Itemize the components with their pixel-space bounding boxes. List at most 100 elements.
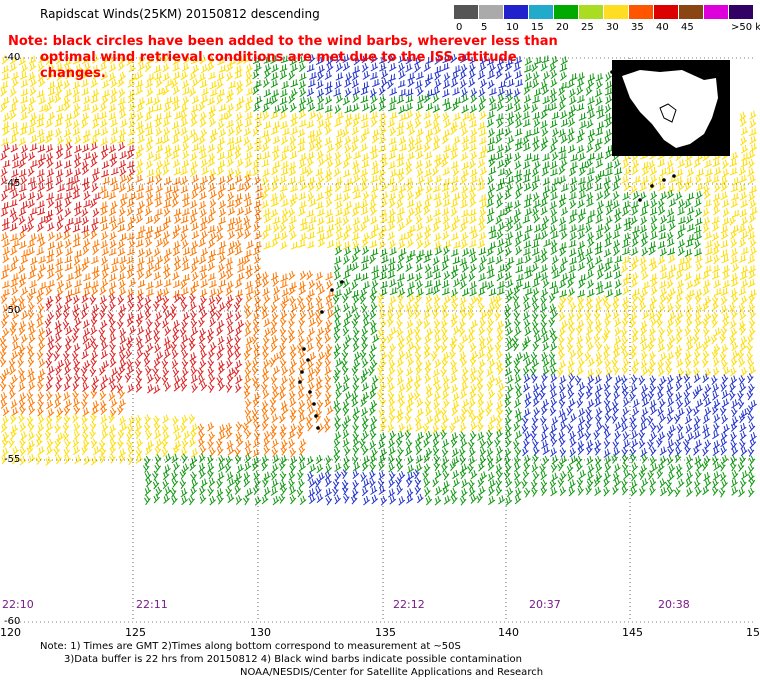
wind-barb xyxy=(532,71,540,81)
wind-barb xyxy=(551,151,559,162)
wind-barb xyxy=(569,256,578,265)
wind-barb xyxy=(236,464,244,474)
wind-barb xyxy=(281,375,288,386)
wind-barb xyxy=(505,88,513,98)
wind-barb xyxy=(128,415,136,426)
wind-barb xyxy=(209,495,216,506)
wind-barb xyxy=(351,365,359,376)
wind-barb xyxy=(362,245,370,256)
wind-barb xyxy=(422,470,429,481)
wind-barb xyxy=(152,301,160,312)
wind-barb xyxy=(369,406,376,416)
wind-barb xyxy=(461,288,470,297)
contamination-circle xyxy=(314,414,318,418)
wind-barb xyxy=(523,487,531,498)
wind-barb xyxy=(629,415,637,425)
wind-barb xyxy=(459,280,467,290)
wind-barb xyxy=(342,326,350,337)
wind-barb xyxy=(109,152,118,161)
wind-barb xyxy=(440,366,447,377)
wind-barb xyxy=(100,144,109,153)
wind-barb xyxy=(280,241,288,250)
wind-barb xyxy=(262,287,270,297)
wind-barbs-layer xyxy=(0,53,758,506)
wind-barb xyxy=(279,383,286,394)
wind-barb xyxy=(549,382,557,392)
wind-barb xyxy=(90,136,99,145)
wind-barb xyxy=(36,311,44,322)
wind-barb xyxy=(362,358,369,368)
wind-barb xyxy=(245,398,252,409)
wind-barb xyxy=(64,191,73,200)
wind-barb xyxy=(459,272,468,282)
wind-barb xyxy=(531,127,540,136)
wind-barb xyxy=(720,431,728,441)
wind-barb xyxy=(217,494,224,505)
wind-barb xyxy=(18,413,25,424)
wind-barb xyxy=(470,421,478,432)
wind-barb xyxy=(488,166,497,175)
wind-barb xyxy=(72,413,79,424)
wind-barb xyxy=(341,479,349,490)
wind-barb xyxy=(29,207,38,216)
wind-barb xyxy=(369,389,377,400)
wind-barb xyxy=(209,317,217,328)
wind-barb xyxy=(442,231,450,241)
wind-barb xyxy=(550,462,558,473)
wind-barb xyxy=(64,280,73,290)
wind-barb xyxy=(324,71,333,80)
wind-barb xyxy=(262,111,270,121)
wind-barb xyxy=(270,95,278,105)
wind-barb xyxy=(714,183,721,193)
wind-barb xyxy=(155,184,164,194)
wind-barb xyxy=(424,343,431,354)
wind-barb xyxy=(64,112,73,122)
wind-barb xyxy=(200,230,208,240)
wind-barb xyxy=(55,248,63,258)
wind-barb xyxy=(675,344,683,354)
wind-barb xyxy=(731,486,739,496)
wind-barb xyxy=(145,327,152,337)
wind-barb xyxy=(117,216,125,225)
wind-barb xyxy=(315,454,323,465)
wind-barb xyxy=(316,111,324,122)
wind-barb xyxy=(272,495,280,506)
wind-barb xyxy=(110,87,118,98)
wind-barb xyxy=(342,96,351,106)
wind-barb xyxy=(432,166,439,177)
wind-barb xyxy=(45,103,53,113)
wind-barb xyxy=(443,295,451,305)
wind-barb xyxy=(387,177,396,186)
wind-barb xyxy=(199,453,206,463)
wind-barb xyxy=(433,208,441,217)
wind-barb xyxy=(83,62,91,72)
wind-barb xyxy=(534,334,542,344)
wind-barb xyxy=(74,264,82,274)
wind-barb xyxy=(92,70,99,80)
wind-barb xyxy=(612,405,619,416)
wind-barb xyxy=(748,455,756,466)
wind-barb xyxy=(425,184,433,194)
wind-barb xyxy=(387,391,395,402)
wind-barb xyxy=(415,80,423,89)
wind-barb xyxy=(350,494,358,505)
wind-barb xyxy=(695,303,703,314)
wind-barb xyxy=(289,447,297,458)
wind-barb xyxy=(154,113,163,122)
wind-barb xyxy=(576,134,584,144)
wind-barb xyxy=(712,193,721,202)
wind-barb xyxy=(677,159,686,169)
wind-barb xyxy=(460,438,468,448)
wind-barb xyxy=(467,439,475,450)
wind-barb xyxy=(370,151,379,160)
wind-barb xyxy=(362,415,369,426)
wind-barb xyxy=(45,176,54,185)
wind-barb xyxy=(675,391,683,402)
wind-barb xyxy=(722,312,730,322)
wind-barb xyxy=(696,168,705,177)
wind-barb xyxy=(243,54,251,64)
wind-barb xyxy=(480,78,488,89)
wind-barb xyxy=(237,96,245,105)
wind-barb xyxy=(272,365,280,376)
wind-barb xyxy=(423,438,430,448)
